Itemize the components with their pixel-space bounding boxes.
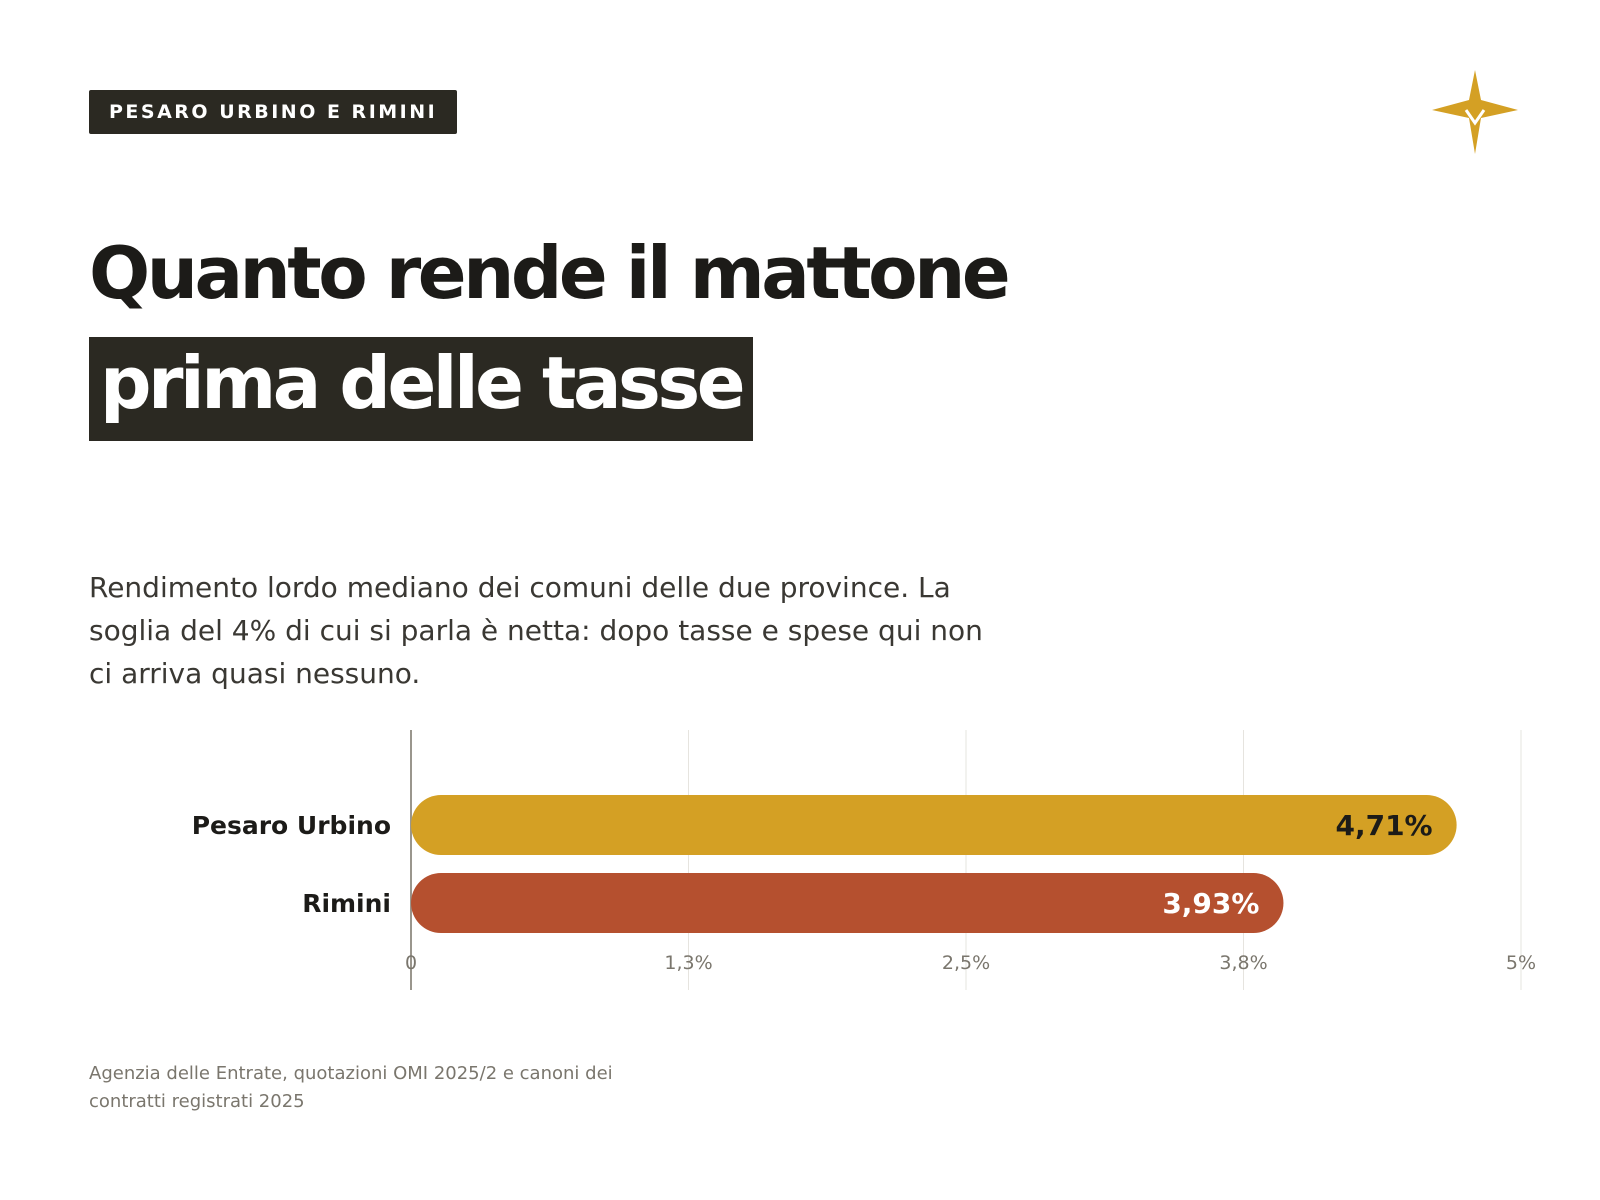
headline-highlight: prima delle tasse bbox=[89, 337, 754, 441]
tick-label: 2,5% bbox=[942, 952, 990, 974]
region-tag: PESARO URBINO E RIMINI bbox=[89, 90, 458, 134]
bar bbox=[411, 873, 1284, 933]
bar bbox=[411, 795, 1457, 855]
tick-label: 1,3% bbox=[664, 952, 712, 974]
subtitle: Rendimento lordo mediano dei comuni dell… bbox=[89, 571, 983, 690]
tick-label: 5% bbox=[1506, 952, 1536, 974]
tick-label: 3,8% bbox=[1219, 952, 1267, 974]
data-label: 4,71% bbox=[1335, 809, 1432, 842]
category-label: Rimini bbox=[302, 889, 391, 918]
headline: Quanto rende il mattone prima delle tass… bbox=[89, 218, 1049, 441]
data-label: 3,93% bbox=[1162, 887, 1259, 920]
category-label: Pesaro Urbino bbox=[192, 811, 391, 840]
headline-text: Quanto rende il mattone bbox=[89, 231, 1011, 315]
bar-chart: Pesaro Urbino 4,71% Rimini 3,93% 0 1,3% 2,5% 3,… bbox=[192, 730, 1536, 990]
source-note: Agenzia delle Entrate, quotazioni OMI 20… bbox=[89, 1063, 613, 1112]
tick-label: 0 bbox=[405, 952, 417, 974]
compass-star-icon bbox=[1432, 70, 1518, 154]
